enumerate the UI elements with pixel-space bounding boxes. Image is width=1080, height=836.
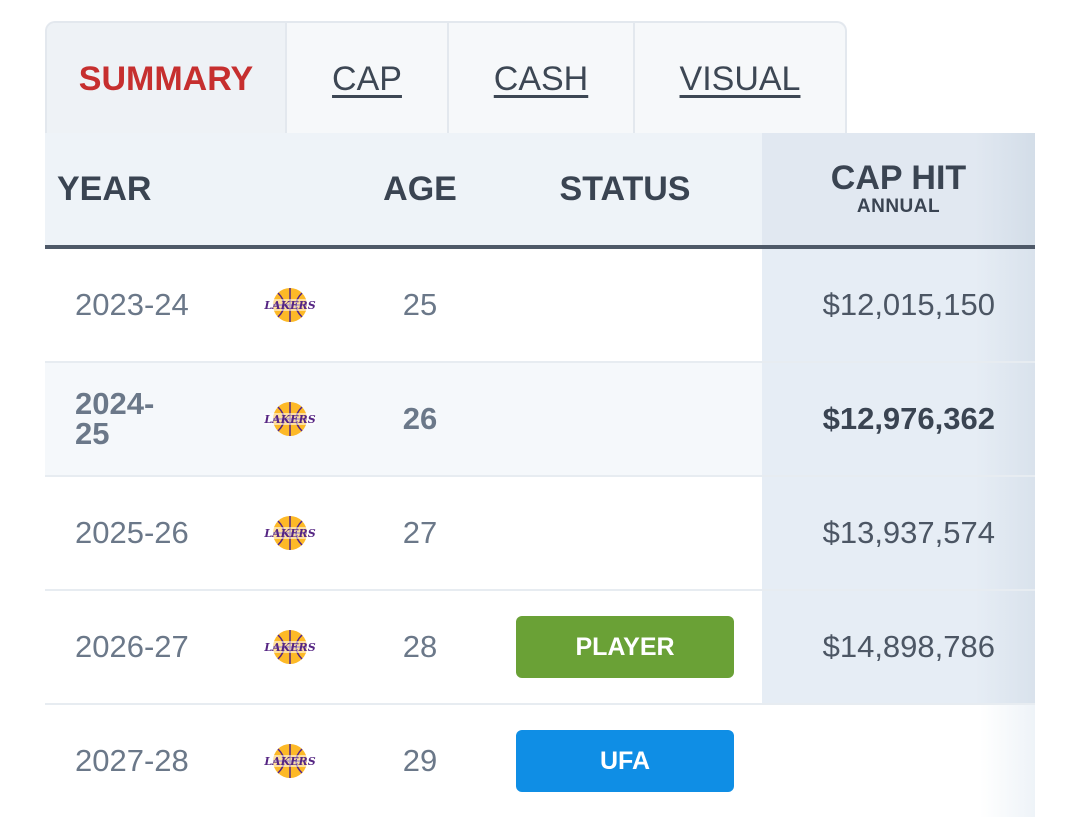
row-year: 2023-24: [75, 287, 189, 322]
column-header-status: STATUS: [559, 169, 691, 208]
row-status: PLAYER: [515, 591, 735, 703]
svg-text:LAKERS: LAKERS: [263, 527, 315, 540]
row-age: 27: [402, 515, 438, 550]
svg-text:LAKERS: LAKERS: [263, 413, 315, 426]
row-status: UFA: [515, 705, 735, 817]
row-age: 26: [402, 401, 438, 436]
row-cap-hit: $13,937,574: [762, 477, 1035, 589]
svg-text:LAKERS: LAKERS: [263, 641, 315, 654]
row-age: 25: [402, 287, 438, 322]
row-age: 28: [402, 629, 438, 664]
cap-hit-subtitle: ANNUAL: [856, 196, 941, 217]
lakers-logo-icon[interactable]: LAKERS: [260, 363, 320, 475]
lakers-logo-icon[interactable]: LAKERS: [260, 249, 320, 361]
table-row: 2027-28 LAKERS 29 UFA: [45, 705, 1035, 817]
ufa-badge[interactable]: UFA: [516, 730, 734, 792]
player-option-badge[interactable]: PLAYER: [516, 616, 734, 678]
row-status: [515, 249, 735, 361]
table-row-current: 2024-25 LAKERS 26 $12,976,362: [45, 363, 1035, 477]
lakers-logo-icon[interactable]: LAKERS: [260, 705, 320, 817]
column-header-cap-hit[interactable]: CAP HIT ANNUAL: [762, 133, 1035, 245]
row-status: [515, 363, 735, 475]
column-header-year: YEAR: [57, 169, 152, 208]
tab-cap[interactable]: CAP: [285, 23, 447, 135]
table-row: 2025-26 LAKERS 27 $13,937,574: [45, 477, 1035, 591]
row-cap-hit: [762, 705, 1035, 817]
row-cap-hit: $12,976,362: [762, 363, 1035, 475]
row-year: 2024-25: [75, 386, 155, 451]
tab-visual[interactable]: VISUAL: [633, 23, 845, 135]
table-row: 2023-24 LAKERS 25 $12,015,150: [45, 249, 1035, 363]
tab-bar: SUMMARY CAP CASH VISUAL: [45, 21, 847, 135]
cap-hit-title: CAP HIT: [830, 159, 967, 197]
tab-cash[interactable]: CASH: [447, 23, 633, 135]
row-year: 2025-26: [75, 515, 189, 550]
row-status: [515, 477, 735, 589]
row-year: 2026-27: [75, 629, 189, 664]
lakers-logo-icon[interactable]: LAKERS: [260, 477, 320, 589]
row-cap-hit: $14,898,786: [762, 591, 1035, 703]
lakers-logo-icon[interactable]: LAKERS: [260, 591, 320, 703]
table-row: 2026-27 LAKERS 28 PLAYER $14,898,786: [45, 591, 1035, 705]
column-header-age: AGE: [383, 169, 457, 208]
row-age: 29: [402, 743, 438, 778]
row-year: 2027-28: [75, 743, 189, 778]
row-cap-hit: $12,015,150: [762, 249, 1035, 361]
svg-text:LAKERS: LAKERS: [263, 299, 315, 312]
tab-summary[interactable]: SUMMARY: [47, 23, 285, 135]
contract-table: YEAR AGE STATUS CAP HIT ANNUAL 2023-24 L…: [45, 133, 1035, 817]
svg-text:LAKERS: LAKERS: [263, 755, 315, 768]
table-header: YEAR AGE STATUS CAP HIT ANNUAL: [45, 133, 1035, 249]
